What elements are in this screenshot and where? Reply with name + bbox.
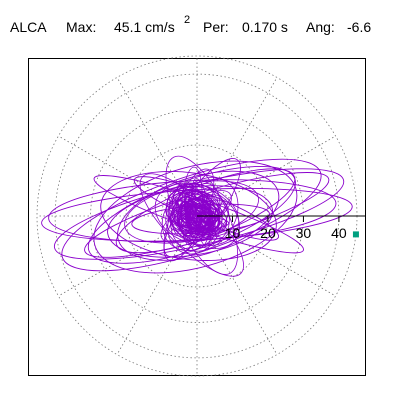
motion-trace: [161, 190, 221, 252]
motion-trace: [124, 180, 259, 244]
period-value: 0.170 s: [242, 19, 288, 35]
motion-trace: [139, 173, 244, 277]
motion-trace: [180, 166, 203, 246]
radial-tick-label: 10: [225, 225, 241, 241]
motion-trace: [154, 182, 240, 247]
motion-trace: [176, 211, 228, 236]
motion-trace: [160, 190, 232, 243]
plot-header: ALCA Max: 45.1 cm/s 2 Per: 0.170 s Ang: …: [0, 0, 400, 50]
radial-tick-label: 30: [296, 225, 312, 241]
motion-trace: [61, 158, 322, 272]
radial-tick-label: 40: [331, 225, 347, 241]
motion-trace: [107, 185, 274, 258]
motion-trace: [168, 183, 230, 246]
radial-tick-label: 20: [260, 225, 276, 241]
grid-spoke: [196, 135, 336, 217]
max-label: Max:: [66, 19, 97, 35]
grid-spoke: [58, 135, 198, 217]
angle-label: Ang:: [306, 19, 335, 35]
motion-trace: [165, 185, 240, 249]
motion-trace: [191, 178, 212, 247]
grid-spoke: [116, 77, 198, 217]
motion-trace: [177, 184, 205, 238]
motion-trace: [165, 155, 238, 275]
max-value: 45.1 cm/s: [114, 19, 175, 35]
grid-spoke: [116, 215, 198, 355]
motion-trace: [167, 191, 223, 255]
radial-axis: 10 20 30 40: [197, 215, 366, 241]
motion-trace: [163, 168, 215, 262]
grid-spoke: [196, 215, 278, 355]
station-code: ALCA: [10, 19, 47, 35]
motion-trace: [166, 189, 221, 227]
grid-spoke: [196, 77, 278, 217]
max-marker: [352, 231, 359, 238]
angle-value: -6.6: [347, 19, 372, 35]
grid-spoke: [196, 215, 336, 297]
max-unit-exponent: 2: [184, 14, 191, 26]
max-marker-layer: [352, 231, 359, 238]
period-label: Per:: [203, 19, 229, 35]
motion-trace: [93, 160, 298, 274]
motion-trace: [163, 158, 241, 258]
motion-traces: [41, 155, 353, 277]
motion-trace: [174, 216, 230, 230]
